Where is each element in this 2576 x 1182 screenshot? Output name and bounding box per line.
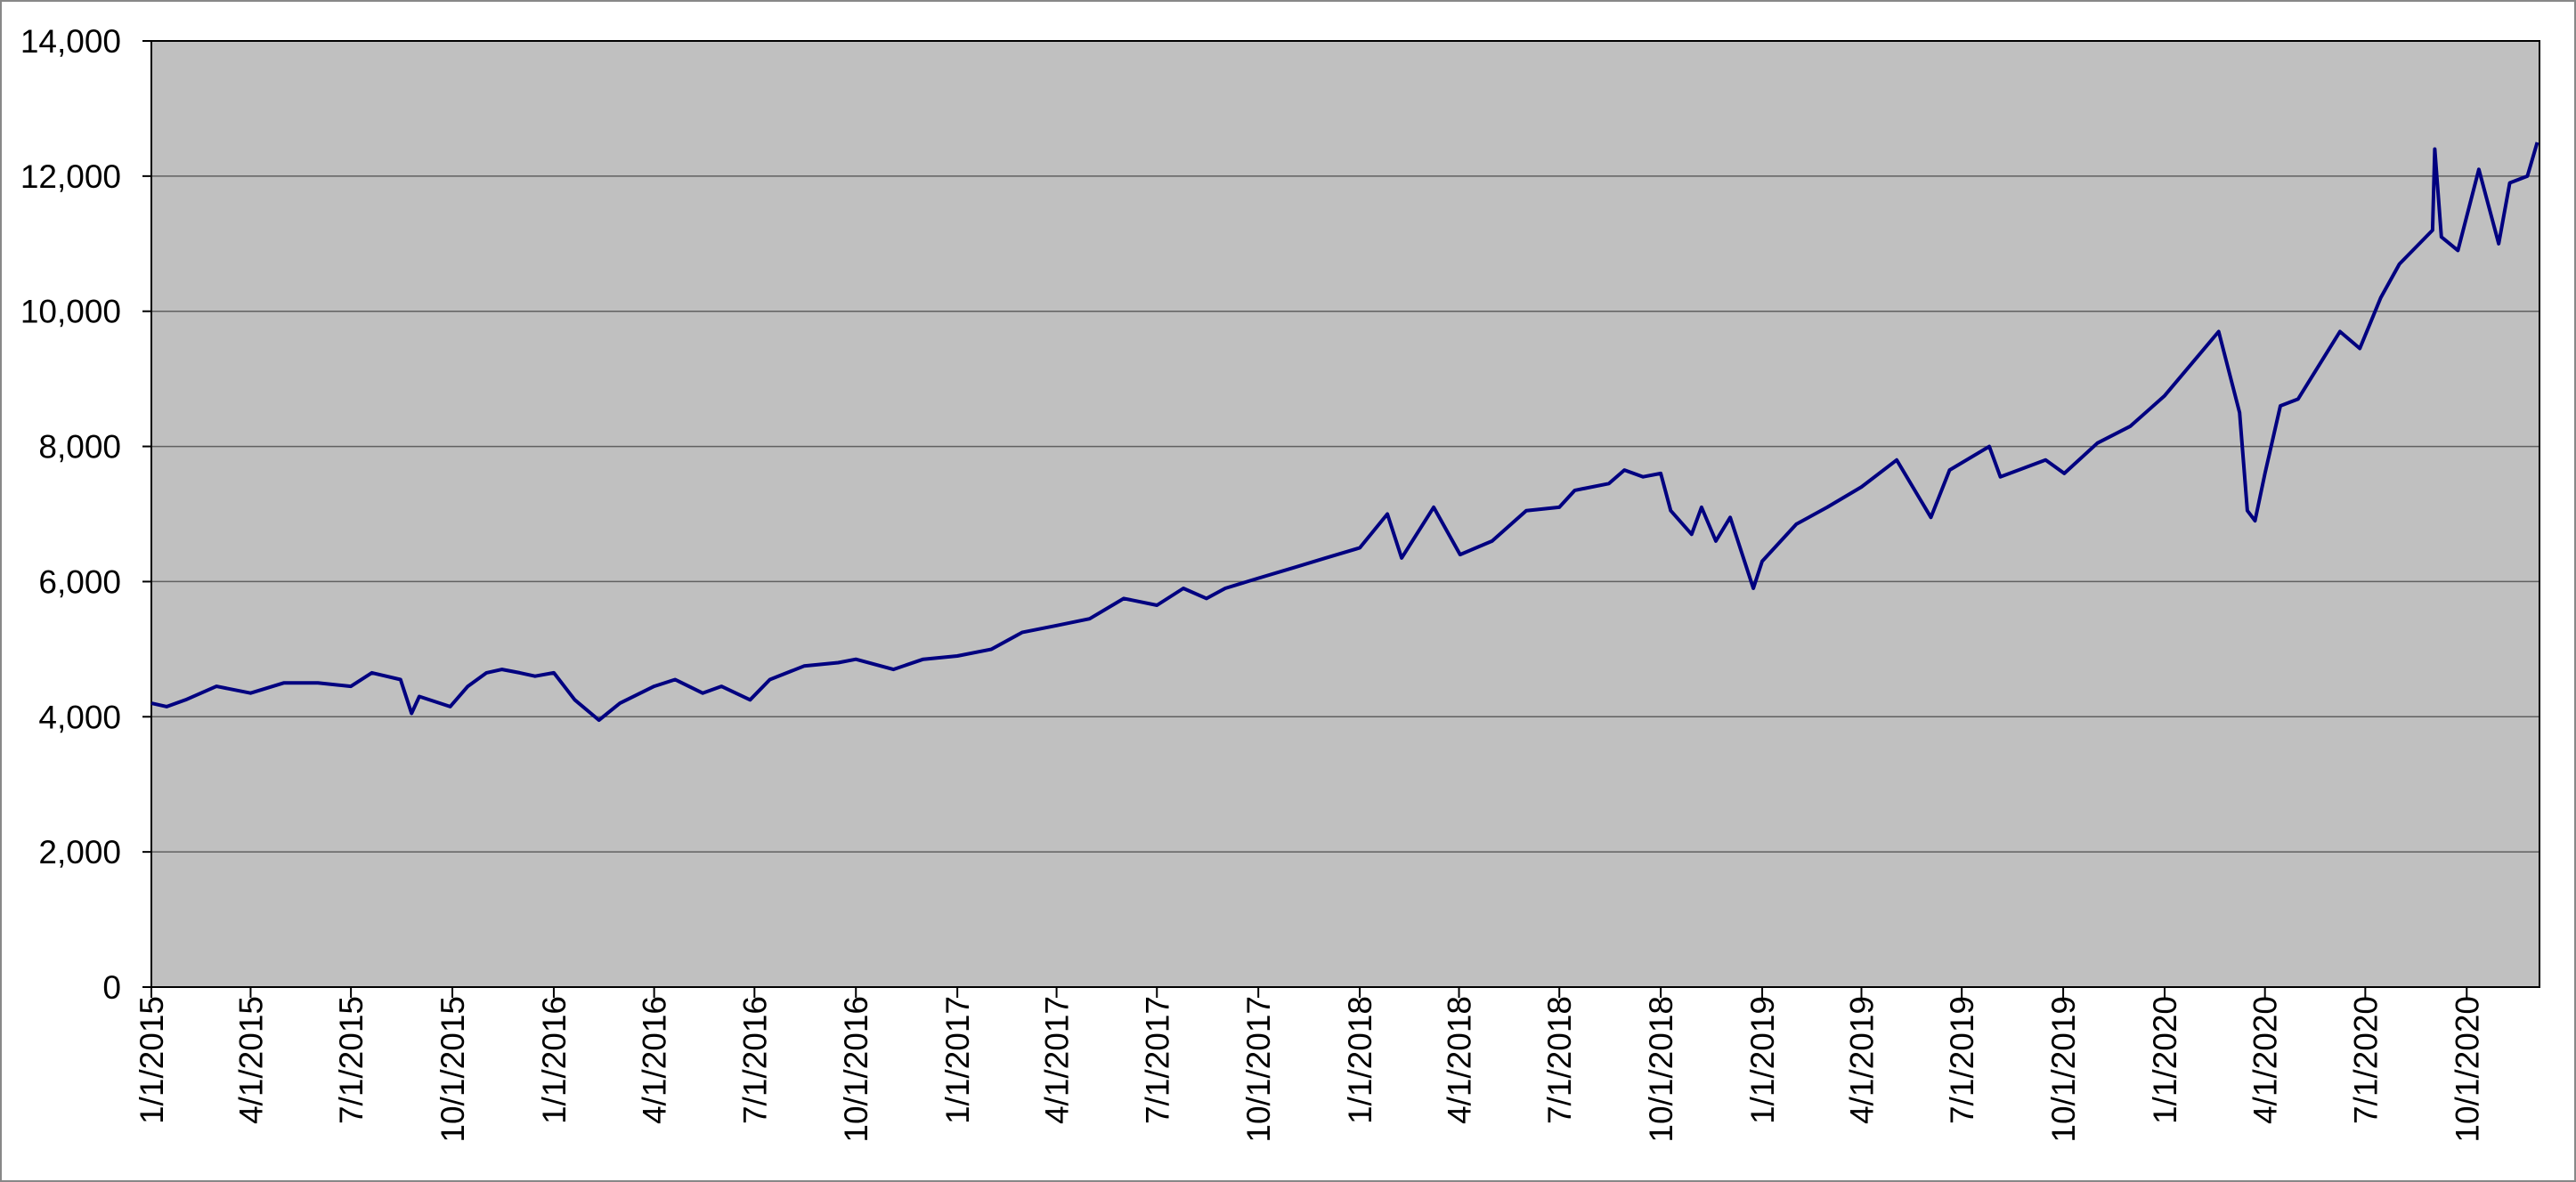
y-tick-label: 8,000 bbox=[38, 429, 121, 466]
x-tick-label: 1/1/2018 bbox=[1342, 996, 1378, 1124]
y-tick-label: 4,000 bbox=[38, 699, 121, 735]
x-tick-label: 7/1/2018 bbox=[1541, 996, 1578, 1124]
x-tick-label: 1/1/2019 bbox=[1744, 996, 1781, 1124]
plot-area bbox=[151, 41, 2539, 987]
data-line bbox=[150, 142, 2539, 723]
x-tick-label: 10/1/2016 bbox=[838, 996, 874, 1143]
x-tick-label: 10/1/2015 bbox=[435, 996, 471, 1143]
x-tick-label: 7/1/2017 bbox=[1139, 996, 1175, 1124]
x-tick-label: 10/1/2019 bbox=[2045, 996, 2082, 1143]
x-tick-label: 1/1/2017 bbox=[939, 996, 976, 1124]
y-tick-label: 0 bbox=[102, 969, 121, 1006]
x-tick-label: 1/1/2020 bbox=[2147, 996, 2183, 1124]
x-tick-label: 10/1/2018 bbox=[1643, 996, 1679, 1143]
x-tick-label: 7/1/2016 bbox=[736, 996, 773, 1124]
y-tick-label: 10,000 bbox=[20, 294, 121, 330]
y-tick-label: 2,000 bbox=[38, 834, 121, 870]
x-tick-label: 1/1/2015 bbox=[134, 996, 170, 1124]
x-tick-label: 4/1/2015 bbox=[232, 996, 269, 1124]
x-tick-label: 4/1/2020 bbox=[2247, 996, 2284, 1124]
y-tick-label: 14,000 bbox=[20, 23, 121, 60]
y-tick-label: 12,000 bbox=[20, 158, 121, 195]
x-tick-label: 4/1/2019 bbox=[1843, 996, 1880, 1124]
x-tick-label: 7/1/2020 bbox=[2347, 996, 2384, 1124]
x-tick-label: 7/1/2019 bbox=[1944, 996, 1980, 1124]
y-tick-label: 6,000 bbox=[38, 563, 121, 600]
plot-frame bbox=[150, 40, 2540, 988]
x-tick-label: 4/1/2018 bbox=[1442, 996, 1478, 1124]
x-tick-label: 4/1/2017 bbox=[1039, 996, 1076, 1124]
x-tick-label: 10/1/2017 bbox=[1240, 996, 1277, 1143]
x-tick-label: 7/1/2015 bbox=[333, 996, 370, 1124]
x-tick-label: 10/1/2020 bbox=[2449, 996, 2485, 1143]
x-tick-label: 4/1/2016 bbox=[637, 996, 673, 1124]
x-tick-label: 1/1/2016 bbox=[536, 996, 573, 1124]
